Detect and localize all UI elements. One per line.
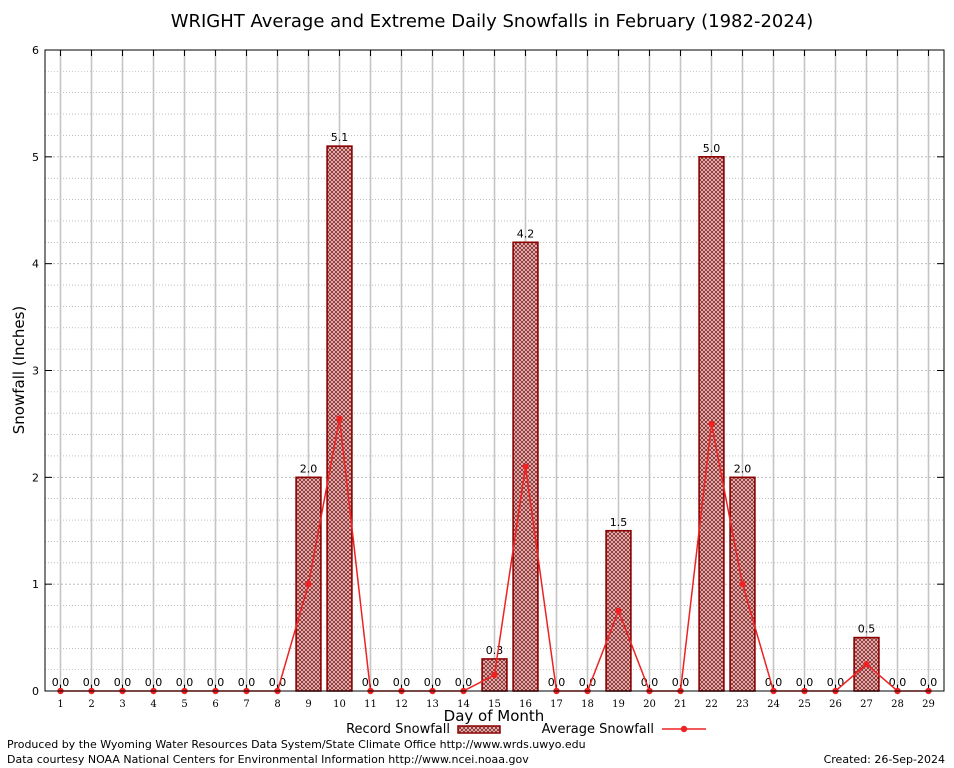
x-tick-label: 7 — [243, 699, 249, 710]
record-label: 0.0 — [455, 676, 473, 689]
x-tick-label: 6 — [212, 699, 218, 710]
y-tick-label: 1 — [32, 578, 39, 591]
record-label: 0.0 — [207, 676, 225, 689]
footer-created: Created: 26-Sep-2024 — [823, 753, 945, 766]
record-label: 0.0 — [641, 676, 659, 689]
y-tick-label: 3 — [32, 365, 39, 378]
average-point — [615, 607, 622, 615]
x-tick-label: 17 — [550, 699, 563, 710]
record-label: 5.1 — [331, 131, 349, 144]
x-tick-label: 18 — [581, 699, 594, 710]
x-tick-label: 9 — [305, 699, 311, 710]
record-label: 0.0 — [83, 676, 101, 689]
x-tick-label: 3 — [119, 699, 125, 710]
record-label: 0.0 — [393, 676, 411, 689]
record-label: 0.0 — [362, 676, 380, 689]
record-label: 0.0 — [672, 676, 690, 689]
x-tick-label: 8 — [274, 699, 280, 710]
record-label: 2.0 — [300, 462, 318, 475]
x-tick-label: 19 — [612, 699, 625, 710]
chart-title: WRIGHT Average and Extreme Daily Snowfal… — [171, 11, 814, 32]
average-point — [305, 580, 312, 588]
record-label: 0.5 — [858, 623, 876, 636]
x-tick-label: 24 — [767, 699, 780, 710]
x-tick-label: 14 — [457, 699, 470, 710]
legend-label-average: Average Snowfall — [542, 722, 654, 737]
y-tick-label: 4 — [32, 258, 39, 271]
average-point — [522, 463, 529, 470]
x-tick-label: 29 — [922, 699, 935, 710]
record-label: 0.0 — [920, 676, 938, 689]
x-tick-label: 4 — [150, 699, 156, 710]
footer-data-courtesy: Data courtesy NOAA National Centers for … — [7, 753, 529, 766]
legend-marker-average — [680, 725, 688, 733]
x-tick-label: 26 — [829, 699, 842, 710]
legend-label-record: Record Snowfall — [346, 722, 450, 737]
x-tick-label: 13 — [426, 699, 439, 710]
x-tick-label: 23 — [736, 699, 749, 710]
x-tick-label: 11 — [364, 699, 377, 710]
record-label: 0.0 — [579, 676, 597, 689]
average-point — [336, 415, 343, 422]
y-tick-label: 6 — [32, 44, 39, 57]
record-label: 0.0 — [269, 676, 287, 689]
plot-border — [44, 49, 945, 692]
average-point — [739, 580, 746, 588]
x-tick-label: 10 — [333, 699, 346, 710]
x-tick-label: 5 — [181, 699, 187, 710]
y-tick-label: 5 — [32, 151, 39, 164]
average-point — [491, 671, 498, 679]
x-tick-label: 16 — [519, 699, 532, 710]
record-label: 4.2 — [517, 227, 535, 240]
record-label: 0.0 — [238, 676, 256, 689]
x-tick-label: 2 — [88, 699, 94, 710]
legend-swatch-record — [457, 725, 501, 734]
record-label: 2.0 — [734, 462, 752, 475]
average-point — [708, 420, 715, 428]
footer-produced-by: Produced by the Wyoming Water Resources … — [7, 738, 586, 751]
record-label: 0.0 — [424, 676, 442, 689]
average-point — [863, 661, 870, 668]
record-label: 1.5 — [610, 516, 628, 529]
y-tick-label: 0 — [32, 685, 39, 698]
record-label: 0.0 — [889, 676, 907, 689]
record-label: 0.0 — [176, 676, 194, 689]
y-axis-label: Snowfall (Inches) — [10, 306, 28, 434]
record-bar — [295, 476, 322, 692]
record-label: 0.0 — [114, 676, 132, 689]
x-axis-label: Day of Month — [444, 707, 545, 725]
record-label: 0.0 — [52, 676, 70, 689]
x-tick-label: 20 — [643, 699, 656, 710]
record-label: 0.3 — [486, 644, 504, 657]
x-tick-label: 25 — [798, 699, 811, 710]
x-tick-label: 22 — [705, 699, 718, 710]
x-tick-label: 15 — [488, 699, 501, 710]
legend: Record Snowfall Average Snowfall — [346, 722, 706, 737]
y-tick-label: 2 — [32, 471, 39, 484]
record-label: 0.0 — [145, 676, 163, 689]
x-tick-label: 12 — [395, 699, 408, 710]
x-tick-label: 28 — [891, 699, 904, 710]
x-tick-label: 21 — [674, 699, 687, 710]
x-tick-label: 27 — [860, 699, 873, 710]
record-label: 0.0 — [827, 676, 845, 689]
x-tick-label: 1 — [57, 699, 63, 710]
record-label: 5.0 — [703, 142, 721, 155]
record-label: 0.0 — [796, 676, 814, 689]
record-label: 0.0 — [548, 676, 566, 689]
record-label: 0.0 — [765, 676, 783, 689]
